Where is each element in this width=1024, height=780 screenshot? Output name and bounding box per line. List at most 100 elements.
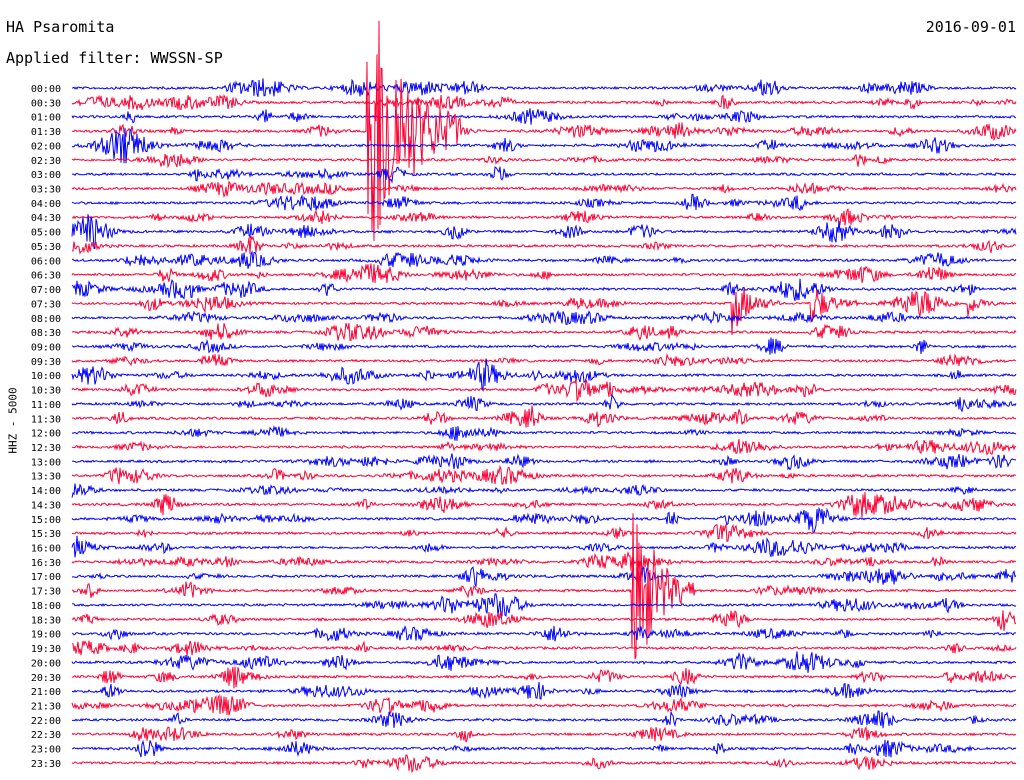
trace-line [71, 425, 1017, 441]
row-label: 10:30 [31, 386, 61, 397]
row-label: 23:30 [31, 759, 61, 770]
row-label: 21:00 [31, 687, 61, 698]
row-label: 22:00 [31, 716, 61, 727]
row-label: 02:30 [31, 156, 61, 167]
row-label: 10:00 [31, 371, 61, 382]
row-label: 03:00 [31, 170, 61, 181]
row-label: 19:00 [31, 630, 61, 641]
trace-line [71, 513, 1017, 660]
trace-line [71, 710, 1017, 729]
date-label: 2016-09-01 [925, 18, 1016, 36]
trace-line [71, 681, 1017, 700]
row-label: 03:30 [31, 185, 61, 196]
row-label: 18:30 [31, 615, 61, 626]
trace-line [71, 250, 1017, 269]
row-label: 04:00 [31, 199, 61, 210]
row-label: 20:00 [31, 658, 61, 669]
trace-line [71, 492, 1017, 518]
trace-line [71, 610, 1017, 632]
row-label: 16:30 [31, 558, 61, 569]
trace-line [71, 506, 1017, 534]
row-label: 11:30 [31, 414, 61, 425]
trace-line [71, 193, 1017, 212]
trace-line [71, 108, 1017, 125]
row-label: 19:30 [31, 644, 61, 655]
trace-line [71, 550, 1017, 571]
trace-line [71, 352, 1017, 367]
trace-line [71, 180, 1017, 198]
row-label: 01:30 [31, 127, 61, 138]
row-label: 11:00 [31, 400, 61, 411]
trace-line [71, 405, 1017, 428]
trace-line [71, 337, 1017, 355]
trace-line [71, 640, 1017, 656]
trace-line [71, 651, 1017, 673]
row-label: 14:30 [31, 500, 61, 511]
row-label: 12:30 [31, 443, 61, 454]
row-label: 21:30 [31, 701, 61, 712]
row-label: 07:30 [31, 299, 61, 310]
trace-line [71, 153, 1017, 169]
row-label: 02:00 [31, 141, 61, 152]
row-label: 09:30 [31, 357, 61, 368]
row-label: 07:00 [31, 285, 61, 296]
trace-line [71, 483, 1016, 498]
row-label: 16:00 [31, 544, 61, 555]
row-label: 01:00 [31, 113, 61, 124]
trace-line [71, 214, 1017, 249]
row-label: 04:30 [31, 213, 61, 224]
station-title: HA Psaromita [6, 18, 115, 36]
row-label: 15:00 [31, 515, 61, 526]
row-label: 06:00 [31, 256, 61, 267]
trace-line [71, 379, 1017, 403]
trace-line [71, 625, 1017, 642]
row-label: 06:30 [31, 271, 61, 282]
trace-line [71, 78, 1017, 98]
filter-label: Applied filter: WWSSN-SP [6, 49, 223, 67]
trace-line [71, 693, 1017, 716]
row-label: 14:00 [31, 486, 61, 497]
row-label: 12:00 [31, 429, 61, 440]
row-label: 13:30 [31, 472, 61, 483]
trace-line [71, 565, 1017, 588]
trace-line [71, 309, 1017, 326]
trace-line [71, 523, 1017, 542]
trace-line [71, 358, 1017, 393]
trace-line [71, 464, 1017, 485]
trace-line [71, 535, 1017, 558]
row-label: 22:30 [31, 730, 61, 741]
row-label: 08:00 [31, 314, 61, 325]
trace-line [71, 287, 1017, 336]
row-label: 17:30 [31, 587, 61, 598]
trace-line [71, 263, 1017, 284]
trace-line [71, 20, 1017, 241]
trace-line [71, 322, 1017, 342]
trace-line [71, 208, 1017, 226]
row-label: 17:00 [31, 572, 61, 583]
row-label: 05:00 [31, 228, 61, 239]
trace-line [71, 127, 1017, 164]
row-label: 15:30 [31, 529, 61, 540]
row-label: 09:00 [31, 342, 61, 353]
row-label: 05:30 [31, 242, 61, 253]
trace-line [71, 725, 1017, 743]
trace-line [71, 93, 1017, 111]
trace-line [71, 593, 1017, 619]
trace-line [71, 439, 1017, 456]
trace-line [71, 453, 1017, 471]
row-label: 08:30 [31, 328, 61, 339]
trace-line [71, 393, 1017, 413]
row-label: 18:00 [31, 601, 61, 612]
trace-line [71, 235, 1017, 255]
row-label: 23:00 [31, 745, 61, 756]
trace-line [71, 754, 1017, 774]
row-label: 13:00 [31, 457, 61, 468]
row-label: 00:00 [31, 84, 61, 95]
row-label: 20:30 [31, 673, 61, 684]
trace-line [71, 739, 1017, 758]
trace-line [71, 166, 1017, 184]
trace-line [71, 666, 1017, 689]
trace-line [71, 278, 1017, 302]
row-label: 00:30 [31, 98, 61, 109]
